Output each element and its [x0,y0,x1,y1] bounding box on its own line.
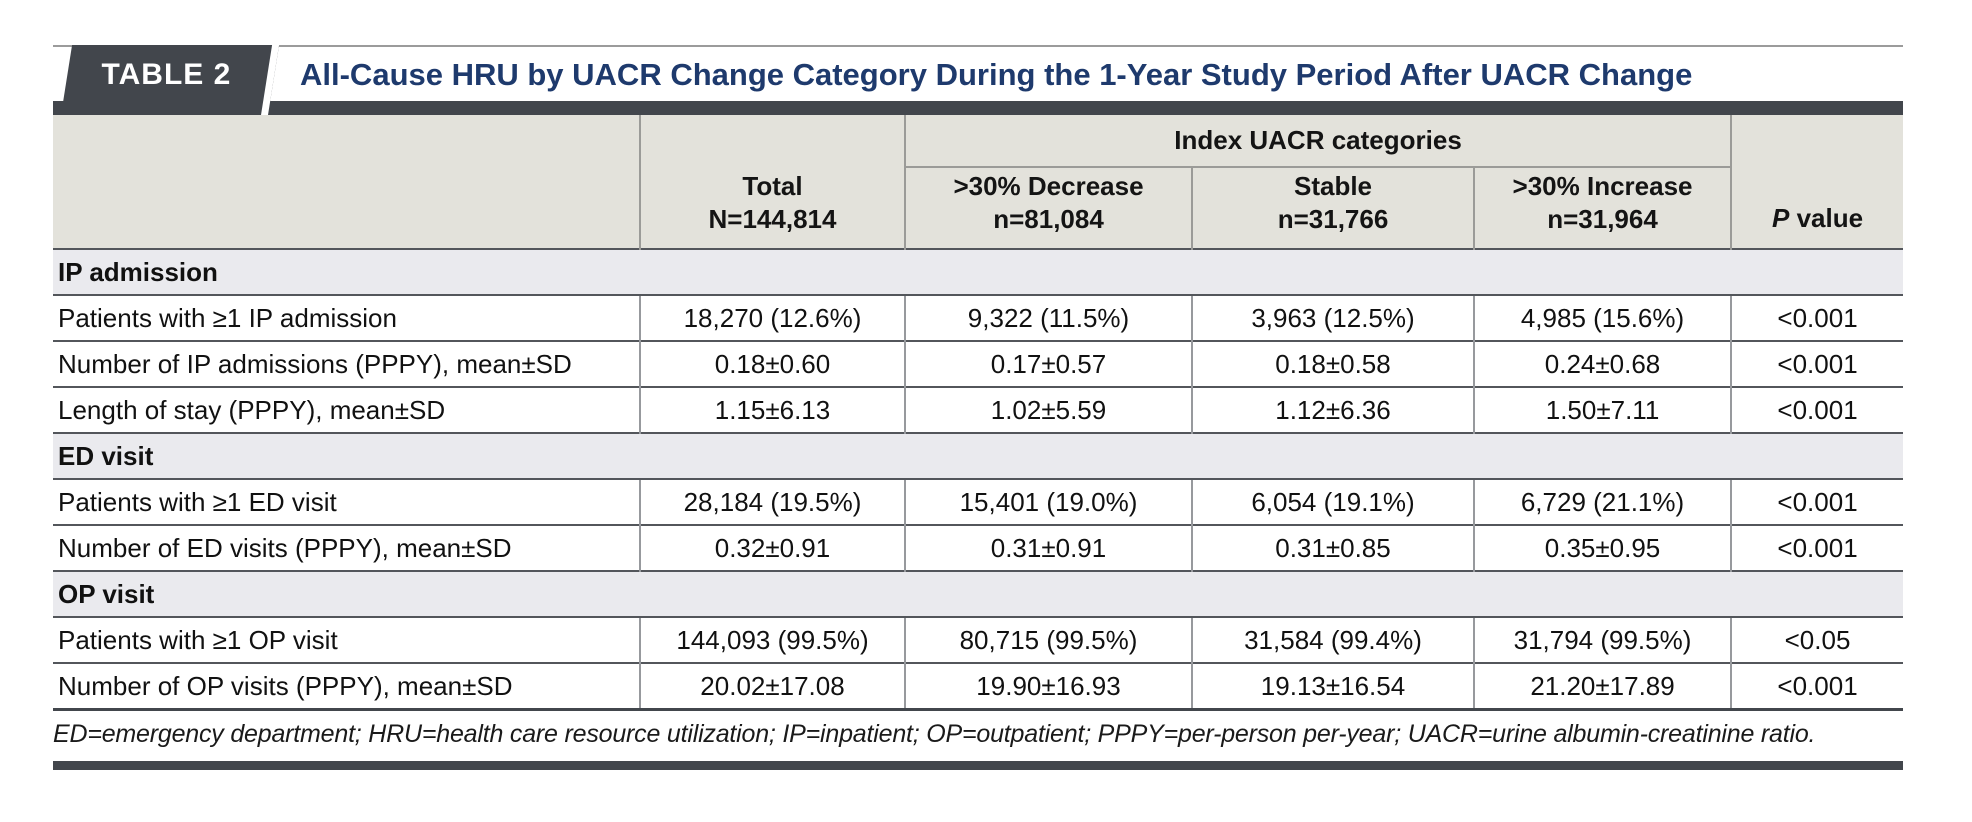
p-value-cell: <0.001 [1730,294,1904,341]
table-figure: All-Cause HRU by UACR Change Category Du… [53,45,1904,770]
value-cell: 19.90±16.93 [904,662,1192,710]
row-label-cell: Number of ED visits (PPPY), mean±SD [53,524,640,571]
value-cell: 6,729 (21.1%) [1472,478,1732,525]
value-cell: 20.02±17.08 [639,662,905,710]
table-row: Patients with ≥1 OP visit 144,093 (99.5%)… [53,616,1904,663]
header-total-label: Total [742,171,803,201]
header-cell-empty [53,115,640,249]
row-label-cell: Patients with ≥1 ED visit [53,478,640,525]
section-row: IP admission [53,248,1904,295]
header-cell-stable: Stable n=31,766 [1191,167,1474,249]
table-header-band: All-Cause HRU by UACR Change Category Du… [53,45,1903,115]
title-strip: All-Cause HRU by UACR Change Category Du… [53,45,1903,101]
section-label: OP visit [53,570,1904,617]
value-cell: 144,093 (99.5%) [639,616,905,663]
table-row: Patients with ≥1 ED visit 28,184 (19.5%) 1… [53,478,1904,525]
table-row: Length of stay (PPPY), mean±SD 1.15±6.13 1… [53,386,1904,433]
table-number-label: TABLE 2 [101,58,232,91]
value-cell: 0.18±0.58 [1191,340,1474,387]
value-cell: 1.50±7.11 [1472,386,1732,433]
value-cell: 21.20±17.89 [1472,662,1732,710]
value-cell: 1.15±6.13 [639,386,905,433]
table-row: Number of OP visits (PPPY), mean±SD 20.02… [53,662,1904,710]
p-value-cell: <0.001 [1730,662,1904,710]
value-cell: 6,054 (19.1%) [1191,478,1474,525]
value-cell: 31,584 (99.4%) [1191,616,1474,663]
header-increase-label: >30% Increase [1512,171,1693,201]
p-value-cell: <0.001 [1730,524,1904,571]
row-label-cell: Number of IP admissions (PPPY), mean±SD [53,340,640,387]
value-cell: 0.31±0.85 [1191,524,1474,571]
table-title: All-Cause HRU by UACR Change Category Du… [300,57,1693,92]
value-cell: 0.24±0.68 [1472,340,1732,387]
value-cell: 0.32±0.91 [639,524,905,571]
value-cell: 18,270 (12.6%) [639,294,905,341]
bottom-rule-bar [53,761,1903,770]
value-cell: 0.18±0.60 [639,340,905,387]
section-row: ED visit [53,432,1904,479]
value-cell: 15,401 (19.0%) [904,478,1192,525]
section-label: IP admission [53,248,1904,295]
table-body: IP admission Patients with ≥1 IP admissio… [53,248,1904,710]
header-dark-bar [53,101,1903,115]
hru-table: Total N=144,814 Index UACR categories P … [53,115,1904,711]
value-cell: 28,184 (19.5%) [639,478,905,525]
table-row: Number of ED visits (PPPY), mean±SD 0.32±… [53,524,1904,571]
value-cell: 9,322 (11.5%) [904,294,1192,341]
p-value-italic-p: P [1772,203,1790,233]
value-cell: 3,963 (12.5%) [1191,294,1474,341]
table-head: Total N=144,814 Index UACR categories P … [53,115,1904,249]
p-value-rest: value [1789,203,1864,233]
header-cell-decrease: >30% Decrease n=81,084 [904,167,1192,249]
abbreviations-footnote: ED=emergency department; HRU=health care… [53,720,1816,748]
table-row: Patients with ≥1 IP admission 18,270 (12.… [53,294,1904,341]
header-cell-total: Total N=144,814 [639,115,905,249]
section-label: ED visit [53,432,1904,479]
row-label-cell: Patients with ≥1 IP admission [53,294,640,341]
header-decrease-label: >30% Decrease [953,171,1144,201]
value-cell: 31,794 (99.5%) [1472,616,1732,663]
row-label-cell: Patients with ≥1 OP visit [53,616,640,663]
p-value-cell: <0.05 [1730,616,1904,663]
header-stable-label: Stable [1293,171,1373,201]
value-cell: 0.31±0.91 [904,524,1192,571]
value-cell: 19.13±16.54 [1191,662,1474,710]
table-number-badge: TABLE 2 [61,45,280,115]
value-cell: 80,715 (99.5%) [904,616,1192,663]
value-cell: 0.17±0.57 [904,340,1192,387]
header-cell-p-value: P value [1730,115,1904,249]
header-span-index-uacr-categories: Index UACR categories [903,115,1732,168]
header-decrease-n: n=81,084 [993,204,1104,234]
header-total-n: N=144,814 [708,204,837,234]
value-cell: 1.02±5.59 [904,386,1192,433]
header-cell-increase: >30% Increase n=31,964 [1472,167,1732,249]
header-increase-n: n=31,964 [1547,204,1658,234]
row-label-cell: Length of stay (PPPY), mean±SD [53,386,640,433]
value-cell: 1.12±6.36 [1191,386,1474,433]
table-row: Number of IP admissions (PPPY), mean±SD 0… [53,340,1904,387]
p-value-cell: <0.001 [1730,478,1904,525]
value-cell: 0.35±0.95 [1472,524,1732,571]
p-value-cell: <0.001 [1730,386,1904,433]
section-row: OP visit [53,570,1904,617]
p-value-cell: <0.001 [1730,340,1904,387]
row-label-cell: Number of OP visits (PPPY), mean±SD [53,662,640,710]
value-cell: 4,985 (15.6%) [1472,294,1732,341]
header-stable-n: n=31,766 [1277,204,1389,234]
